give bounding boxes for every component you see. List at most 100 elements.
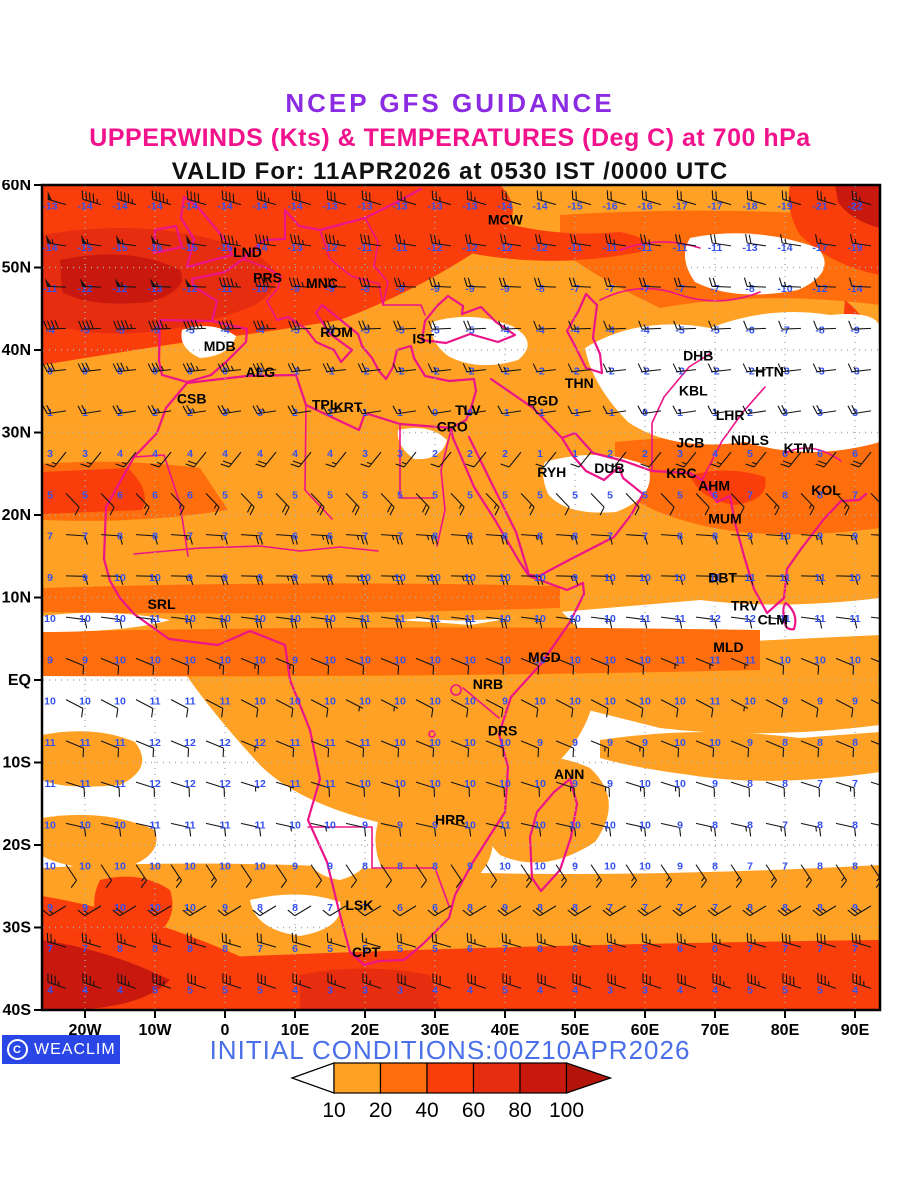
temperature-value: 11 xyxy=(79,778,90,790)
temperature-value: -14 xyxy=(847,283,862,295)
temperature-value: 8 xyxy=(537,531,543,543)
temperature-value: 9 xyxy=(712,778,718,790)
temperature-value: 8 xyxy=(782,737,788,749)
temperature-value: -16 xyxy=(637,201,652,213)
temperature-value: 9 xyxy=(257,572,263,584)
temperature-value: -14 xyxy=(182,201,197,213)
temperature-value: 12 xyxy=(149,737,161,749)
temperature-value: 5 xyxy=(817,984,823,996)
temperature-value: 11 xyxy=(639,613,650,625)
colorbar-segment xyxy=(474,1063,521,1093)
temperature-value: 5 xyxy=(222,489,228,501)
temperature-value: 10 xyxy=(639,654,651,666)
temperature-value: -16 xyxy=(602,201,617,213)
temperature-value: 2 xyxy=(502,448,508,460)
temperature-value: 11 xyxy=(149,696,160,708)
station-label-mcw: MCW xyxy=(488,212,524,228)
colorbar-segment xyxy=(381,1063,428,1093)
temperature-value: 2 xyxy=(432,448,438,460)
temperature-value: 10 xyxy=(674,572,686,584)
temperature-value: 10 xyxy=(254,654,266,666)
temperature-value: 9 xyxy=(467,861,473,873)
colorbar-segment xyxy=(334,1063,381,1093)
temperature-value: 10 xyxy=(289,819,301,831)
temperature-value: 7 xyxy=(817,778,823,790)
temperature-value: 10 xyxy=(604,572,616,584)
station-label-hrr: HRR xyxy=(435,811,465,827)
temperature-value: 8 xyxy=(712,531,718,543)
temperature-value: 11 xyxy=(149,819,160,831)
temperature-value: 8 xyxy=(852,737,858,749)
temperature-value: 9 xyxy=(747,531,753,543)
temperature-value: 7 xyxy=(747,489,753,501)
temperature-value: 11 xyxy=(744,654,755,666)
temperature-value: 10 xyxy=(534,613,546,625)
colorbar-label: 60 xyxy=(462,1099,485,1122)
temperature-value: -13 xyxy=(462,201,477,213)
temperature-value: 10 xyxy=(464,654,476,666)
temperature-value: 10 xyxy=(779,654,791,666)
temperature-value: 9 xyxy=(677,819,683,831)
temperature-value: 8 xyxy=(712,819,718,831)
colorbar-segment xyxy=(427,1063,474,1093)
temperature-value: 3 xyxy=(397,984,403,996)
temperature-value: 5 xyxy=(327,943,333,955)
station-label-ktm: KTM xyxy=(784,440,814,456)
temperature-value: 10 xyxy=(359,654,371,666)
temperature-value: 7 xyxy=(257,943,263,955)
temperature-value: 10 xyxy=(184,654,196,666)
temperature-value: 4 xyxy=(712,448,718,460)
temperature-value: 10 xyxy=(534,819,546,831)
weather-map: -13-14-14-14-14-14-14-14-13-13-13-13-13-… xyxy=(0,180,900,1060)
temperature-value: 10 xyxy=(114,654,126,666)
temperature-value: 8 xyxy=(572,902,578,914)
temperature-value: 9 xyxy=(817,696,823,708)
temperature-value: 4 xyxy=(222,448,228,460)
temperature-value: 7 xyxy=(852,943,858,955)
temperature-value: 10 xyxy=(604,819,616,831)
temperature-value: -9 xyxy=(850,324,859,336)
temperature-value: 8 xyxy=(817,861,823,873)
station-label-thn: THN xyxy=(565,375,594,391)
temperature-value: -19 xyxy=(777,201,792,213)
temperature-value: 10 xyxy=(44,861,56,873)
temperature-value: 4 xyxy=(82,984,88,996)
temperature-value: 10 xyxy=(534,696,546,708)
temperature-value: 6 xyxy=(327,531,333,543)
station-label-lnd: LND xyxy=(233,244,262,260)
temperature-value: 7 xyxy=(257,531,263,543)
temperature-value: 7 xyxy=(397,531,403,543)
temperature-value: 10 xyxy=(254,696,266,708)
temperature-value: -14 xyxy=(217,201,232,213)
station-label-kol: KOL xyxy=(811,482,841,498)
temperature-value: -18 xyxy=(742,201,757,213)
temperature-value: 4 xyxy=(467,984,473,996)
temperature-value: 12 xyxy=(184,778,196,790)
temperature-value: -21 xyxy=(812,201,827,213)
temperature-value: 10 xyxy=(499,572,511,584)
colorbar-left-arrow xyxy=(292,1063,334,1093)
temperature-value: 10 xyxy=(429,654,441,666)
temperature-value: 11 xyxy=(499,819,510,831)
temperature-value: 3 xyxy=(47,448,53,460)
temperature-value: 7 xyxy=(187,531,193,543)
temperature-value: 6 xyxy=(712,943,718,955)
temperature-value: 11 xyxy=(359,613,370,625)
temperature-value: 6 xyxy=(117,489,123,501)
temperature-value: -6 xyxy=(745,324,754,336)
temperature-value: 10 xyxy=(44,819,56,831)
station-label-lhr: LHR xyxy=(716,407,745,423)
temperature-value: 10 xyxy=(219,613,231,625)
temperature-value: 7 xyxy=(82,531,88,543)
colorbar-right-arrow xyxy=(567,1063,611,1093)
temperature-value: 5 xyxy=(642,489,648,501)
temperature-value: 8 xyxy=(747,778,753,790)
temperature-value: 10 xyxy=(44,613,56,625)
temperature-value: 7 xyxy=(47,531,53,543)
temperature-value: 2 xyxy=(467,448,473,460)
temperature-value: 6 xyxy=(537,943,543,955)
temperature-value: 10 xyxy=(814,654,826,666)
temperature-value: 10 xyxy=(779,531,791,543)
temperature-value: 8 xyxy=(362,861,368,873)
temperature-value: 8 xyxy=(852,861,858,873)
